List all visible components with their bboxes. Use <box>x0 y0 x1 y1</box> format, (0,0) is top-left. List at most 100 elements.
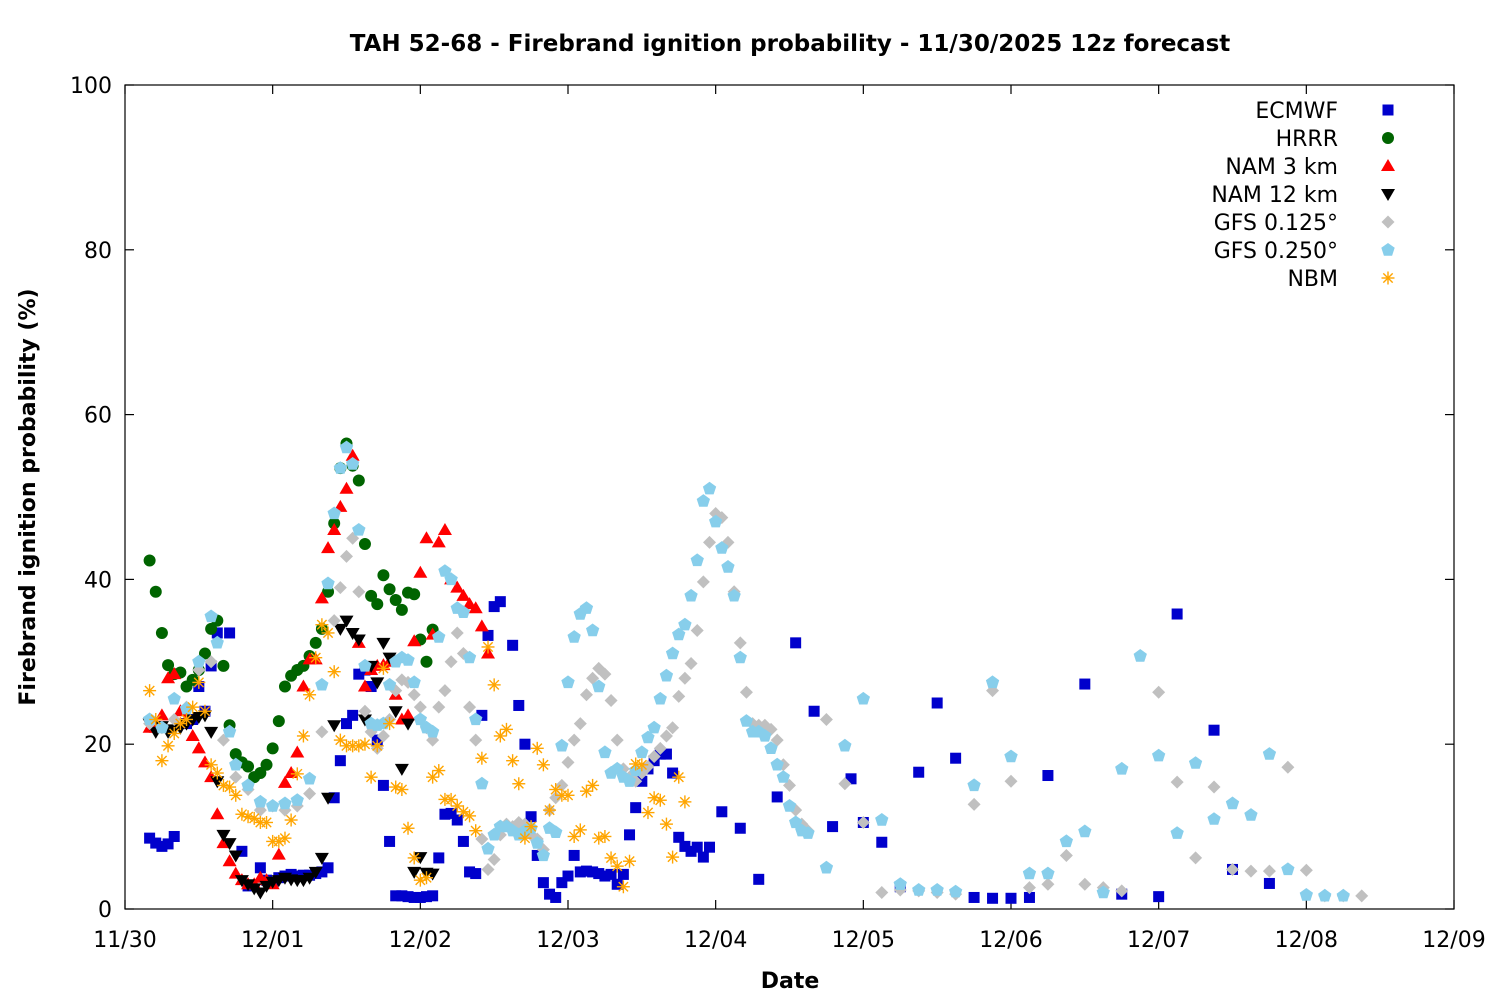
data-point <box>186 700 200 714</box>
data-point <box>703 535 717 549</box>
data-point <box>303 688 317 702</box>
data-point <box>494 596 506 608</box>
data-point <box>1281 862 1295 876</box>
data-point <box>482 629 494 641</box>
data-point <box>229 757 243 771</box>
legend-marker-square-icon <box>1382 104 1394 116</box>
data-point <box>819 712 833 726</box>
data-point <box>382 677 397 691</box>
data-point <box>383 583 396 596</box>
legend-label: ECMWF <box>1255 99 1338 124</box>
data-point <box>672 627 686 641</box>
data-point <box>573 823 587 837</box>
data-point <box>782 799 797 812</box>
data-point <box>296 729 310 743</box>
data-point <box>967 778 981 792</box>
data-point <box>210 776 225 789</box>
legend-marker-asterisk-icon <box>1381 271 1395 285</box>
data-point <box>450 580 465 593</box>
data-point <box>155 754 169 768</box>
data-point <box>856 691 870 705</box>
data-point <box>364 770 378 784</box>
data-point <box>401 708 416 721</box>
data-point <box>598 667 612 681</box>
data-point <box>328 792 340 804</box>
data-point <box>678 671 692 685</box>
data-point <box>408 891 420 903</box>
data-point <box>550 891 562 903</box>
data-point <box>401 821 415 835</box>
data-point <box>499 722 513 736</box>
data-point <box>653 741 667 755</box>
data-point <box>444 655 458 669</box>
data-point <box>624 829 636 841</box>
data-point <box>1133 649 1147 662</box>
data-point <box>204 758 218 772</box>
data-point <box>185 728 200 741</box>
data-point <box>653 793 667 807</box>
data-point <box>1153 891 1165 903</box>
data-point <box>229 748 242 761</box>
data-point <box>605 868 617 880</box>
legend-marker-triangle-down-icon <box>1381 189 1395 201</box>
y-tick-label: 60 <box>84 404 112 429</box>
data-point <box>586 778 600 792</box>
data-point <box>180 712 194 726</box>
data-point <box>438 564 452 577</box>
x-tick-label: 12/03 <box>536 928 599 953</box>
data-point <box>204 609 218 623</box>
data-point <box>395 783 409 797</box>
data-point <box>277 775 292 788</box>
data-point <box>753 873 765 885</box>
data-point <box>167 691 181 705</box>
data-point <box>345 448 360 461</box>
data-point <box>308 866 323 879</box>
data-point <box>370 739 384 753</box>
data-point <box>150 837 162 849</box>
data-point <box>222 838 237 851</box>
data-point <box>1262 864 1276 878</box>
data-point <box>432 764 446 778</box>
data-point <box>1023 891 1035 903</box>
data-point <box>167 726 181 740</box>
data-point <box>801 826 815 839</box>
data-point <box>445 807 457 819</box>
data-point <box>536 758 550 772</box>
data-point <box>1022 866 1037 880</box>
data-point <box>396 890 408 902</box>
data-point <box>1022 881 1036 895</box>
data-point <box>432 630 446 643</box>
data-point <box>402 891 414 903</box>
data-point <box>253 887 268 900</box>
data-point <box>739 685 753 699</box>
legend-label: HRRR <box>1276 127 1338 152</box>
data-point <box>469 712 483 726</box>
legend-label: GFS 0.125° <box>1214 211 1338 236</box>
data-point <box>672 689 686 703</box>
data-point <box>931 697 943 709</box>
data-point <box>573 717 587 731</box>
y-tick-label: 0 <box>98 898 112 923</box>
data-point <box>242 760 255 773</box>
data-point <box>1262 747 1277 760</box>
data-point <box>660 748 672 760</box>
data-point <box>1336 888 1350 902</box>
data-point <box>302 872 317 885</box>
data-point <box>561 788 575 802</box>
x-tick-label: 12/04 <box>684 928 747 953</box>
data-point <box>470 868 482 880</box>
data-point <box>739 714 754 727</box>
data-point <box>278 831 292 845</box>
data-point <box>691 841 703 853</box>
data-point <box>210 635 224 649</box>
data-point <box>641 806 655 820</box>
data-point <box>1171 608 1183 620</box>
data-point <box>1041 877 1055 891</box>
data-point <box>223 780 237 794</box>
data-point <box>358 737 372 751</box>
data-point <box>770 757 784 771</box>
data-point <box>635 745 649 759</box>
data-point <box>685 845 697 857</box>
data-point <box>659 817 673 831</box>
data-point <box>155 626 168 639</box>
